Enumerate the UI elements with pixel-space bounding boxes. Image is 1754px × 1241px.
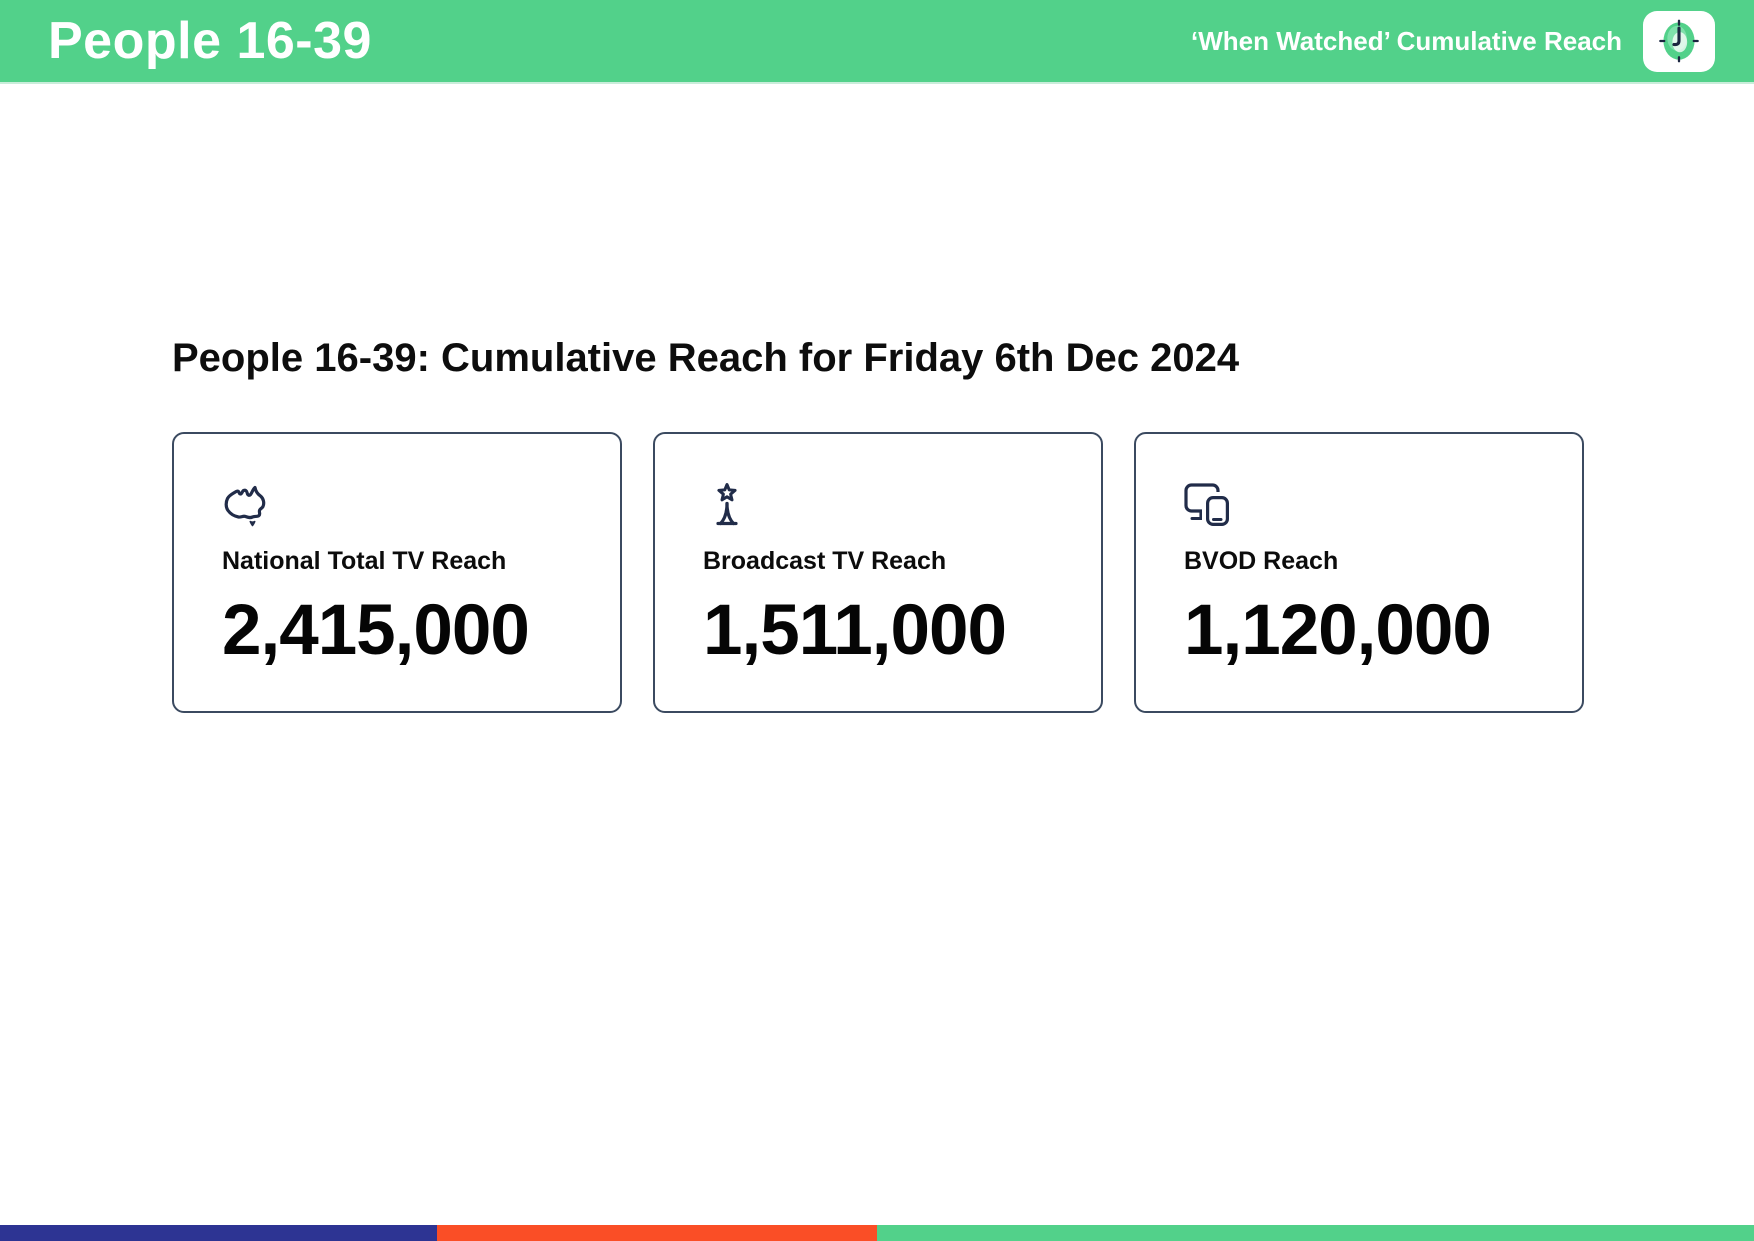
australia-map-icon (222, 482, 270, 530)
kpi-label: BVOD Reach (1184, 547, 1339, 575)
clock-icon (1643, 10, 1715, 72)
section-heading: People 16-39: Cumulative Reach for Frida… (172, 336, 1240, 380)
footer-segment-green (877, 1225, 1754, 1241)
kpi-card-bvod-reach: BVOD Reach 1,120,000 (1134, 432, 1584, 713)
header-bar: People 16-39 ‘When Watched’ Cumulative R… (0, 0, 1754, 84)
kpi-value: 1,511,000 (703, 591, 1007, 670)
kpi-card-broadcast-tv-reach: Broadcast TV Reach 1,511,000 (653, 432, 1103, 713)
kpi-label: Broadcast TV Reach (703, 547, 947, 575)
broadcast-tower-icon (703, 482, 751, 530)
kpi-value: 1,120,000 (1184, 591, 1492, 670)
kpi-label: National Total TV Reach (222, 547, 507, 575)
footer-brand-bar (0, 1225, 1754, 1241)
header-right-group: ‘When Watched’ Cumulative Reach (1190, 10, 1715, 72)
kpi-cards: National Total TV Reach 2,415,000 Broadc… (172, 432, 1584, 713)
kpi-card-national-total-tv-reach: National Total TV Reach 2,415,000 (172, 432, 622, 713)
kpi-value: 2,415,000 (222, 591, 530, 670)
devices-icon (1184, 482, 1232, 530)
footer-segment-blue (0, 1225, 437, 1241)
page-title: People 16-39 (48, 12, 372, 70)
header-subtitle: ‘When Watched’ Cumulative Reach (1190, 25, 1622, 56)
footer-segment-orange (437, 1225, 877, 1241)
